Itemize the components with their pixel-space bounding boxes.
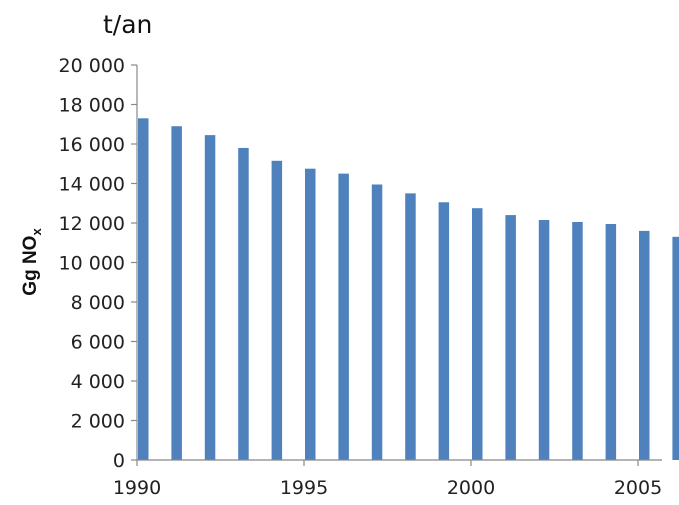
emission-bar bbox=[438, 202, 450, 460]
y-axis-label: Gg NOx bbox=[20, 228, 44, 296]
emission-bar bbox=[505, 215, 516, 460]
emission-bar bbox=[204, 135, 216, 461]
y-tick-label: 2 000 bbox=[71, 411, 125, 433]
emission-bar bbox=[605, 223, 617, 460]
y-tick-label: 10 000 bbox=[59, 253, 125, 275]
y-tick-label: 14 000 bbox=[59, 174, 125, 196]
y-tick-label: 18 000 bbox=[59, 95, 125, 117]
emission-bar bbox=[405, 193, 416, 460]
emission-bar bbox=[472, 208, 483, 460]
emission-bar bbox=[338, 173, 349, 460]
emission-bar bbox=[538, 220, 550, 460]
y-axis-label-main: Gg NO bbox=[20, 236, 41, 296]
y-axis-label-subscript: x bbox=[29, 228, 44, 236]
emission-bar bbox=[371, 184, 383, 461]
y-tick-label: 16 000 bbox=[59, 134, 125, 156]
x-tick-label: 1995 bbox=[280, 477, 328, 499]
x-tick-label: 2000 bbox=[447, 477, 495, 499]
emission-bar bbox=[572, 222, 583, 460]
emission-bar bbox=[305, 168, 316, 460]
emission-bar bbox=[639, 230, 650, 460]
emission-bar bbox=[138, 118, 149, 460]
y-tick-label: 8 000 bbox=[71, 292, 125, 314]
emission-bar bbox=[238, 147, 249, 460]
y-tick-label: 20 000 bbox=[59, 55, 125, 77]
x-tick-label: 1990 bbox=[113, 477, 161, 499]
y-tick-label: 6 000 bbox=[71, 332, 125, 354]
emission-bar bbox=[672, 236, 679, 460]
emission-bar bbox=[271, 160, 283, 460]
x-tick-label: 2005 bbox=[614, 477, 662, 499]
y-tick-label: 4 000 bbox=[71, 371, 125, 393]
y-tick-label: 0 bbox=[113, 450, 125, 472]
unit-label: t/an bbox=[103, 10, 153, 39]
emission-bar bbox=[171, 126, 182, 460]
y-tick-label: 12 000 bbox=[59, 213, 125, 235]
